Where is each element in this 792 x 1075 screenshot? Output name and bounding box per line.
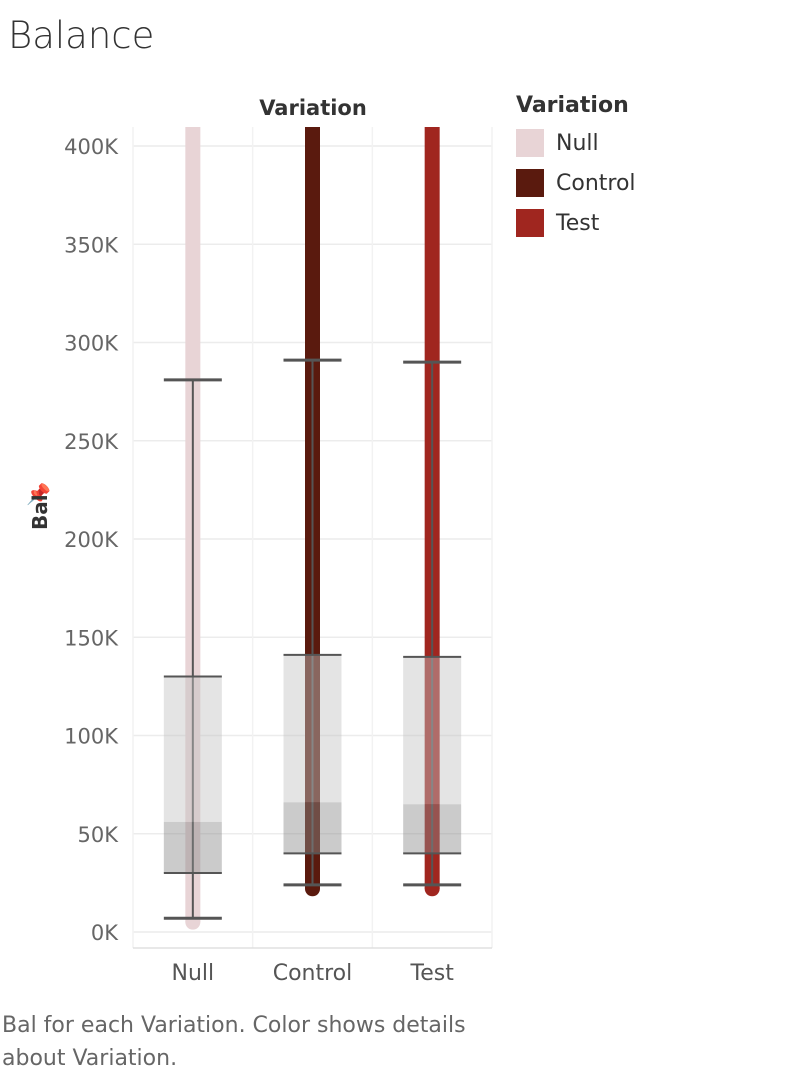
legend-item-null[interactable]: Null	[516, 123, 636, 163]
chart-caption: Bal for each Variation. Color shows deta…	[2, 1013, 466, 1071]
legend-swatch	[516, 169, 544, 197]
y-tick-label: 0K	[91, 921, 119, 945]
box-lower	[403, 804, 462, 854]
y-tick-label: 350K	[64, 233, 119, 257]
x-tick-label: Test	[410, 961, 455, 986]
box-lower	[163, 821, 222, 874]
y-tick-label: 250K	[64, 430, 119, 454]
column-header: Variation	[259, 96, 367, 120]
legend-swatch	[516, 209, 544, 237]
legend-label: Test	[556, 210, 600, 236]
box-upper	[163, 676, 222, 822]
y-tick-label: 300K	[64, 332, 119, 356]
legend-item-control[interactable]: Control	[516, 163, 636, 203]
y-tick-label: 50K	[78, 823, 120, 847]
box-lower	[283, 802, 342, 854]
x-tick-label: Control	[273, 961, 353, 986]
legend-label: Null	[556, 130, 599, 156]
y-tick-label: 100K	[64, 725, 119, 749]
y-axis-ticks: 0K 50K 100K 150K 200K 250K 300K 350K 400K	[64, 135, 119, 945]
legend: Variation Null Control Test	[516, 93, 636, 243]
legend-label: Control	[556, 170, 636, 196]
y-tick-label: 400K	[64, 135, 119, 159]
y-axis-label: Bal	[28, 494, 52, 530]
legend-item-test[interactable]: Test	[516, 203, 636, 243]
y-tick-label: 150K	[64, 626, 119, 650]
pin-icon[interactable]: 📌	[26, 482, 51, 506]
legend-swatch	[516, 129, 544, 157]
legend-title: Variation	[516, 93, 629, 118]
y-axis-label-area: 📌 Bal	[8, 480, 58, 560]
box-upper	[403, 656, 462, 805]
box-upper	[283, 654, 342, 803]
y-tick-label: 200K	[64, 528, 119, 552]
box-plot-chart[interactable]: 0K 50K 100K 150K 200K 250K 300K 350K 400K Null Co…	[0, 0, 792, 1010]
x-axis: Null Control Test	[133, 947, 492, 986]
plot-marks	[163, 127, 462, 930]
x-tick-label: Null	[172, 961, 215, 986]
chart-title: Balance	[8, 14, 155, 57]
